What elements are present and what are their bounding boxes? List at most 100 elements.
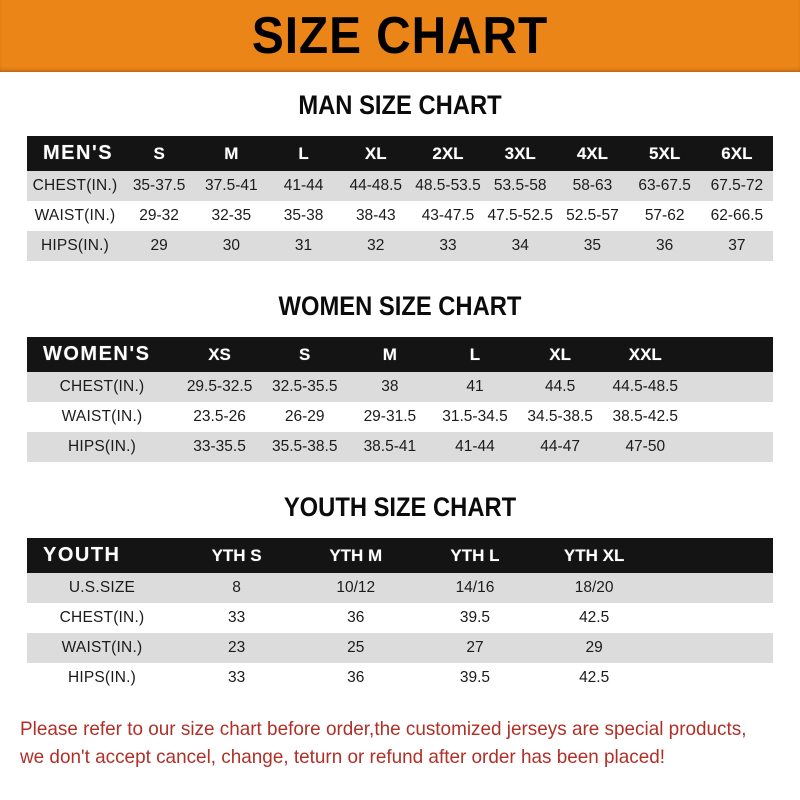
table-cell-spacer bbox=[654, 573, 773, 603]
row-label: CHEST(IN.) bbox=[59, 609, 145, 626]
table-row: CHEST(IN.) 33 36 39.5 42.5 bbox=[27, 603, 773, 633]
order-policy-note: Please refer to our size chart before or… bbox=[20, 715, 757, 771]
table-cell: 38.5-41 bbox=[363, 438, 417, 455]
page-title: SIZE CHART bbox=[251, 7, 549, 65]
table-cell: 33 bbox=[439, 237, 457, 254]
table-cell: 27 bbox=[466, 639, 484, 656]
table-cell: 32-35 bbox=[211, 207, 252, 224]
table-cell: 42.5 bbox=[579, 669, 610, 686]
table-cell: 63-67.5 bbox=[638, 177, 691, 194]
table-cell: 18/20 bbox=[574, 579, 614, 596]
table-cell: 43-47.5 bbox=[421, 207, 475, 224]
table-cell: 53.5-58 bbox=[493, 177, 547, 194]
table-row: WAIST(IN.) 23 25 27 29 bbox=[27, 633, 773, 663]
table-cell: 38-43 bbox=[355, 207, 396, 224]
table-cell: 32.5-35.5 bbox=[271, 378, 338, 395]
table-cell-spacer bbox=[688, 372, 773, 402]
table-cell: 67.5-72 bbox=[710, 177, 764, 194]
table-cell: 38.5-42.5 bbox=[612, 408, 679, 425]
table-row: CHEST(IN.) 29.5-32.5 32.5-35.5 38 41 44.5 44.5… bbox=[27, 372, 773, 402]
table-cell: 44.5-48.5 bbox=[612, 378, 679, 395]
table-cell: 47.5-52.5 bbox=[487, 207, 553, 224]
column-header: 2XL bbox=[432, 143, 464, 163]
table-cell: 44-48.5 bbox=[349, 177, 403, 194]
section-title-women: WOMEN SIZE CHART bbox=[278, 291, 522, 321]
row-label: CHEST(IN.) bbox=[59, 378, 145, 395]
table-cell-spacer bbox=[688, 432, 773, 462]
column-header: XL bbox=[364, 143, 387, 163]
column-header: YTH S bbox=[211, 545, 262, 565]
table-cell: 31.5-34.5 bbox=[442, 408, 508, 425]
section-title-men: MAN SIZE CHART bbox=[298, 90, 502, 120]
row-label: HIPS(IN.) bbox=[67, 669, 137, 686]
row-label: HIPS(IN.) bbox=[40, 237, 110, 254]
column-header: 3XL bbox=[504, 143, 536, 163]
column-header: YTH M bbox=[329, 545, 383, 565]
column-header: S bbox=[299, 344, 311, 364]
order-policy-note-line-1: Please refer to our size chart before or… bbox=[20, 718, 747, 740]
table-header-row: YOUTH YTH S YTH M YTH L YTH XL bbox=[27, 538, 773, 573]
column-header: XS bbox=[208, 344, 231, 364]
table-cell: 39.5 bbox=[459, 669, 491, 686]
table-cell: 48.5-53.5 bbox=[415, 177, 481, 194]
table-cell: 29-32 bbox=[139, 207, 179, 224]
table-cell: 8 bbox=[232, 579, 241, 596]
table-cell: 52.5-57 bbox=[566, 207, 619, 224]
table-cell: 37.5-41 bbox=[205, 177, 258, 194]
table-row: HIPS(IN.) 29 30 31 32 33 34 35 36 37 bbox=[27, 231, 773, 261]
table-cell: 14/16 bbox=[455, 579, 495, 596]
table-cell: 35.5-38.5 bbox=[271, 438, 338, 455]
column-header: L bbox=[298, 143, 309, 163]
column-header: S bbox=[153, 143, 165, 163]
table-cell: 33 bbox=[227, 669, 246, 686]
table-header-row: MEN'S S M L XL 2XL 3XL 4XL 5XL 6XL bbox=[27, 136, 773, 171]
row-label: U.S.SIZE bbox=[68, 579, 136, 596]
section-women: WOMEN SIZE CHART WOMEN'S XS S M L XL XXL CHEST… bbox=[0, 291, 800, 462]
table-cell: 29 bbox=[150, 237, 168, 254]
column-header: XL bbox=[549, 344, 571, 364]
column-header: XXL bbox=[628, 344, 662, 364]
table-cell: 33-35.5 bbox=[193, 438, 246, 455]
table-cell: 42.5 bbox=[579, 609, 610, 626]
table-cell: 10/12 bbox=[336, 579, 376, 596]
table-cell: 57-62 bbox=[644, 207, 685, 224]
table-cell: 41-44 bbox=[455, 438, 495, 455]
row-label: WAIST(IN.) bbox=[61, 408, 143, 425]
table-cell: 35-38 bbox=[283, 207, 324, 224]
table-cell: 36 bbox=[656, 237, 674, 254]
section-youth: YOUTH SIZE CHART YOUTH YTH S YTH M YTH L YTH… bbox=[0, 492, 800, 693]
column-header: YTH L bbox=[450, 545, 500, 565]
size-table-men: MEN'S S M L XL 2XL 3XL 4XL 5XL 6XL CHEST(IN.) 35-37… bbox=[27, 136, 773, 261]
row-label: CHEST(IN.) bbox=[32, 177, 118, 194]
page-banner: SIZE CHART bbox=[0, 0, 800, 72]
column-header: 5XL bbox=[649, 143, 681, 163]
table-cell: 58-63 bbox=[572, 177, 613, 194]
row-label: HIPS(IN.) bbox=[67, 438, 137, 455]
row-label: WAIST(IN.) bbox=[61, 639, 143, 656]
column-header: M bbox=[224, 143, 239, 163]
table-row: U.S.SIZE 8 10/12 14/16 18/20 bbox=[27, 573, 773, 603]
table-cell: 29.5-32.5 bbox=[186, 378, 253, 395]
column-header: L bbox=[469, 344, 481, 364]
table-cell: 62-66.5 bbox=[710, 207, 764, 224]
column-header-spacer bbox=[654, 538, 773, 573]
table-cell: 31 bbox=[294, 237, 313, 254]
table-cell: 44-47 bbox=[540, 438, 580, 455]
table-cell-spacer bbox=[654, 603, 773, 633]
table-row: WAIST(IN.) 29-32 32-35 35-38 38-43 43-47.5 47.… bbox=[27, 201, 773, 231]
table-cell: 32 bbox=[367, 237, 385, 254]
column-header: 6XL bbox=[721, 143, 753, 163]
table-cell: 25 bbox=[347, 639, 365, 656]
section-men: MAN SIZE CHART MEN'S S M L XL 2XL 3XL 4XL 5XL 6XL… bbox=[0, 90, 800, 261]
table-row: HIPS(IN.) 33 36 39.5 42.5 bbox=[27, 663, 773, 693]
size-table-women: WOMEN'S XS S M L XL XXL CHEST(IN.) 29.5-32.5 32.… bbox=[27, 337, 773, 462]
table-cell: 47-50 bbox=[625, 438, 666, 455]
section-title-youth: YOUTH SIZE CHART bbox=[283, 492, 517, 522]
table-cell: 30 bbox=[222, 237, 240, 254]
table-cell: 36 bbox=[347, 669, 365, 686]
column-header: YTH XL bbox=[563, 545, 625, 565]
table-cell: 23.5-26 bbox=[193, 408, 246, 425]
row-label: WAIST(IN.) bbox=[34, 207, 116, 224]
table-corner-label: MEN'S bbox=[43, 142, 114, 164]
table-cell: 36 bbox=[347, 609, 365, 626]
